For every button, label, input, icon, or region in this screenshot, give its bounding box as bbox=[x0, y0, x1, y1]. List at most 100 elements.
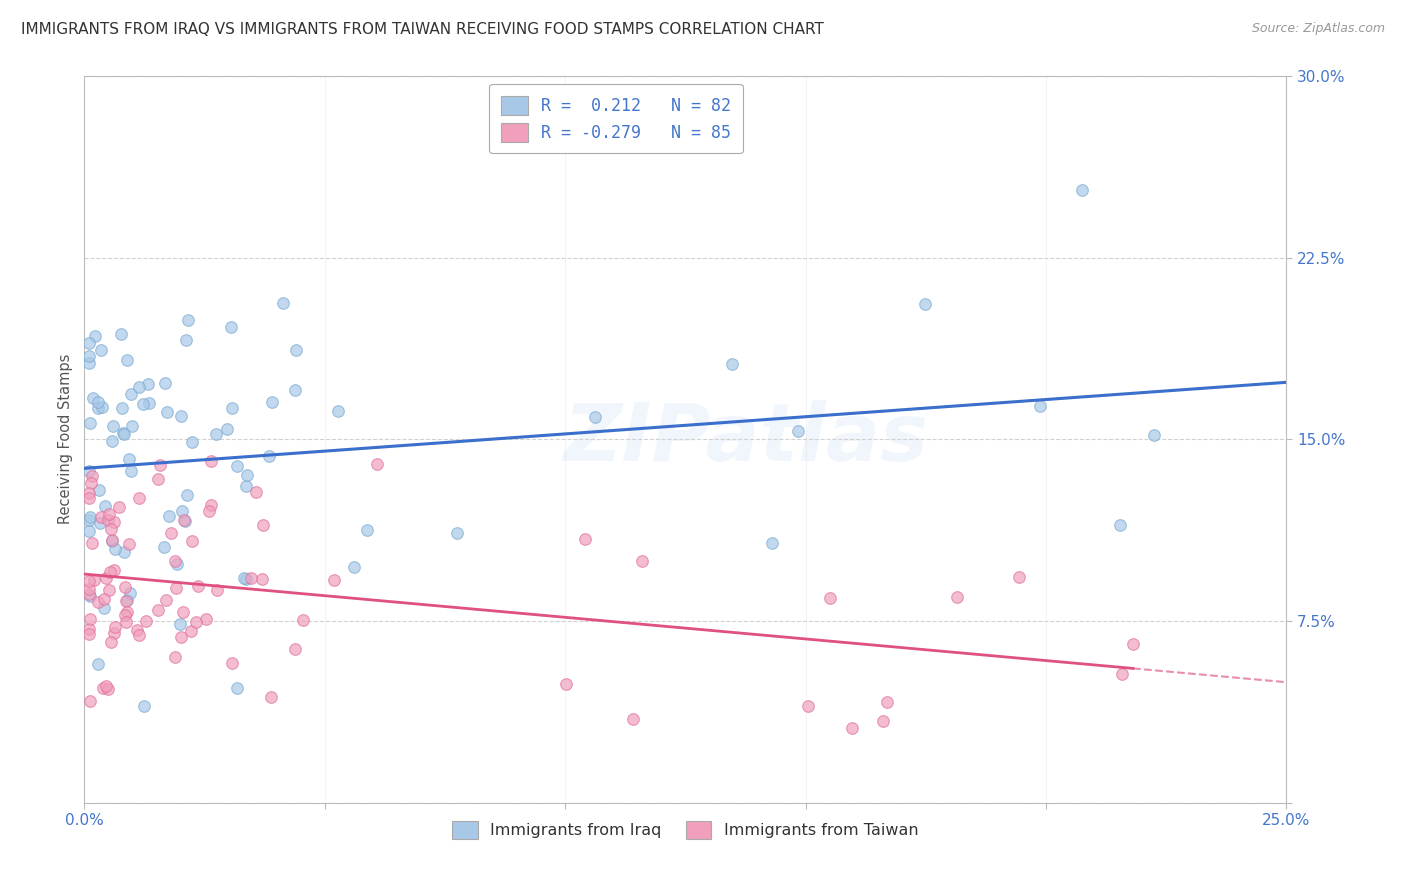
Text: IMMIGRANTS FROM IRAQ VS IMMIGRANTS FROM TAIWAN RECEIVING FOOD STAMPS CORRELATION: IMMIGRANTS FROM IRAQ VS IMMIGRANTS FROM … bbox=[21, 22, 824, 37]
Point bbox=[93, 600, 115, 615]
Point bbox=[250, 572, 273, 586]
Point bbox=[1143, 428, 1166, 442]
Point bbox=[79, 612, 101, 626]
Point bbox=[111, 426, 134, 441]
Point bbox=[621, 712, 644, 726]
Point bbox=[87, 401, 110, 416]
Point bbox=[876, 695, 898, 709]
Point bbox=[103, 516, 125, 530]
Point bbox=[720, 357, 742, 371]
Point bbox=[100, 434, 122, 449]
Point bbox=[239, 571, 262, 585]
Point bbox=[97, 513, 120, 527]
Point bbox=[180, 533, 202, 548]
Point bbox=[107, 500, 129, 515]
Point bbox=[1071, 183, 1094, 197]
Point bbox=[114, 580, 136, 594]
Point bbox=[292, 613, 315, 627]
Point bbox=[80, 475, 103, 490]
Point bbox=[89, 516, 111, 530]
Point bbox=[138, 396, 160, 410]
Point bbox=[121, 419, 143, 434]
Point bbox=[110, 326, 132, 341]
Point bbox=[1029, 399, 1052, 413]
Point bbox=[165, 649, 187, 664]
Point bbox=[93, 681, 115, 695]
Point bbox=[226, 681, 249, 696]
Point bbox=[82, 392, 104, 406]
Point bbox=[93, 500, 115, 514]
Point bbox=[194, 612, 217, 626]
Point bbox=[176, 488, 198, 502]
Point bbox=[90, 343, 112, 357]
Point bbox=[235, 572, 257, 586]
Point bbox=[356, 523, 378, 537]
Point bbox=[94, 571, 117, 585]
Point bbox=[117, 352, 139, 367]
Point bbox=[631, 554, 654, 568]
Point bbox=[914, 296, 936, 310]
Point bbox=[146, 603, 169, 617]
Point bbox=[98, 507, 121, 521]
Point bbox=[112, 545, 135, 559]
Point bbox=[115, 594, 138, 608]
Point bbox=[120, 387, 142, 401]
Point bbox=[574, 532, 596, 546]
Point bbox=[157, 508, 180, 523]
Point bbox=[82, 535, 104, 549]
Point bbox=[260, 690, 283, 705]
Point bbox=[115, 615, 138, 630]
Point bbox=[77, 622, 100, 636]
Point bbox=[100, 533, 122, 548]
Point bbox=[786, 425, 808, 439]
Point bbox=[94, 679, 117, 693]
Point bbox=[77, 524, 100, 539]
Point bbox=[120, 586, 142, 600]
Point bbox=[366, 457, 388, 471]
Point bbox=[1108, 517, 1130, 532]
Point bbox=[77, 464, 100, 478]
Point bbox=[165, 581, 187, 595]
Point bbox=[91, 401, 114, 415]
Point bbox=[117, 593, 139, 607]
Point bbox=[97, 682, 120, 697]
Point bbox=[103, 563, 125, 577]
Point bbox=[174, 514, 197, 528]
Point bbox=[118, 537, 141, 551]
Point bbox=[84, 328, 107, 343]
Point bbox=[166, 557, 188, 571]
Point bbox=[170, 630, 193, 644]
Point bbox=[132, 397, 155, 411]
Point bbox=[77, 336, 100, 351]
Point bbox=[219, 319, 242, 334]
Point bbox=[77, 356, 100, 370]
Point bbox=[79, 589, 101, 603]
Point bbox=[343, 559, 366, 574]
Point bbox=[103, 626, 125, 640]
Point bbox=[90, 509, 112, 524]
Point bbox=[273, 295, 295, 310]
Point bbox=[180, 624, 202, 639]
Point bbox=[200, 498, 222, 512]
Point bbox=[872, 714, 894, 729]
Point bbox=[174, 333, 197, 347]
Point bbox=[132, 698, 155, 713]
Point bbox=[111, 401, 134, 415]
Point bbox=[1111, 666, 1133, 681]
Point bbox=[87, 657, 110, 672]
Point bbox=[77, 627, 100, 641]
Point bbox=[285, 343, 308, 357]
Point bbox=[77, 513, 100, 527]
Point bbox=[841, 721, 863, 735]
Point bbox=[112, 426, 135, 441]
Point bbox=[180, 435, 202, 450]
Point bbox=[77, 349, 100, 363]
Point bbox=[259, 449, 281, 463]
Point bbox=[156, 405, 179, 419]
Point bbox=[200, 454, 222, 468]
Point bbox=[215, 421, 238, 435]
Point bbox=[77, 587, 100, 601]
Point bbox=[149, 458, 172, 472]
Point bbox=[169, 617, 191, 632]
Point bbox=[118, 452, 141, 467]
